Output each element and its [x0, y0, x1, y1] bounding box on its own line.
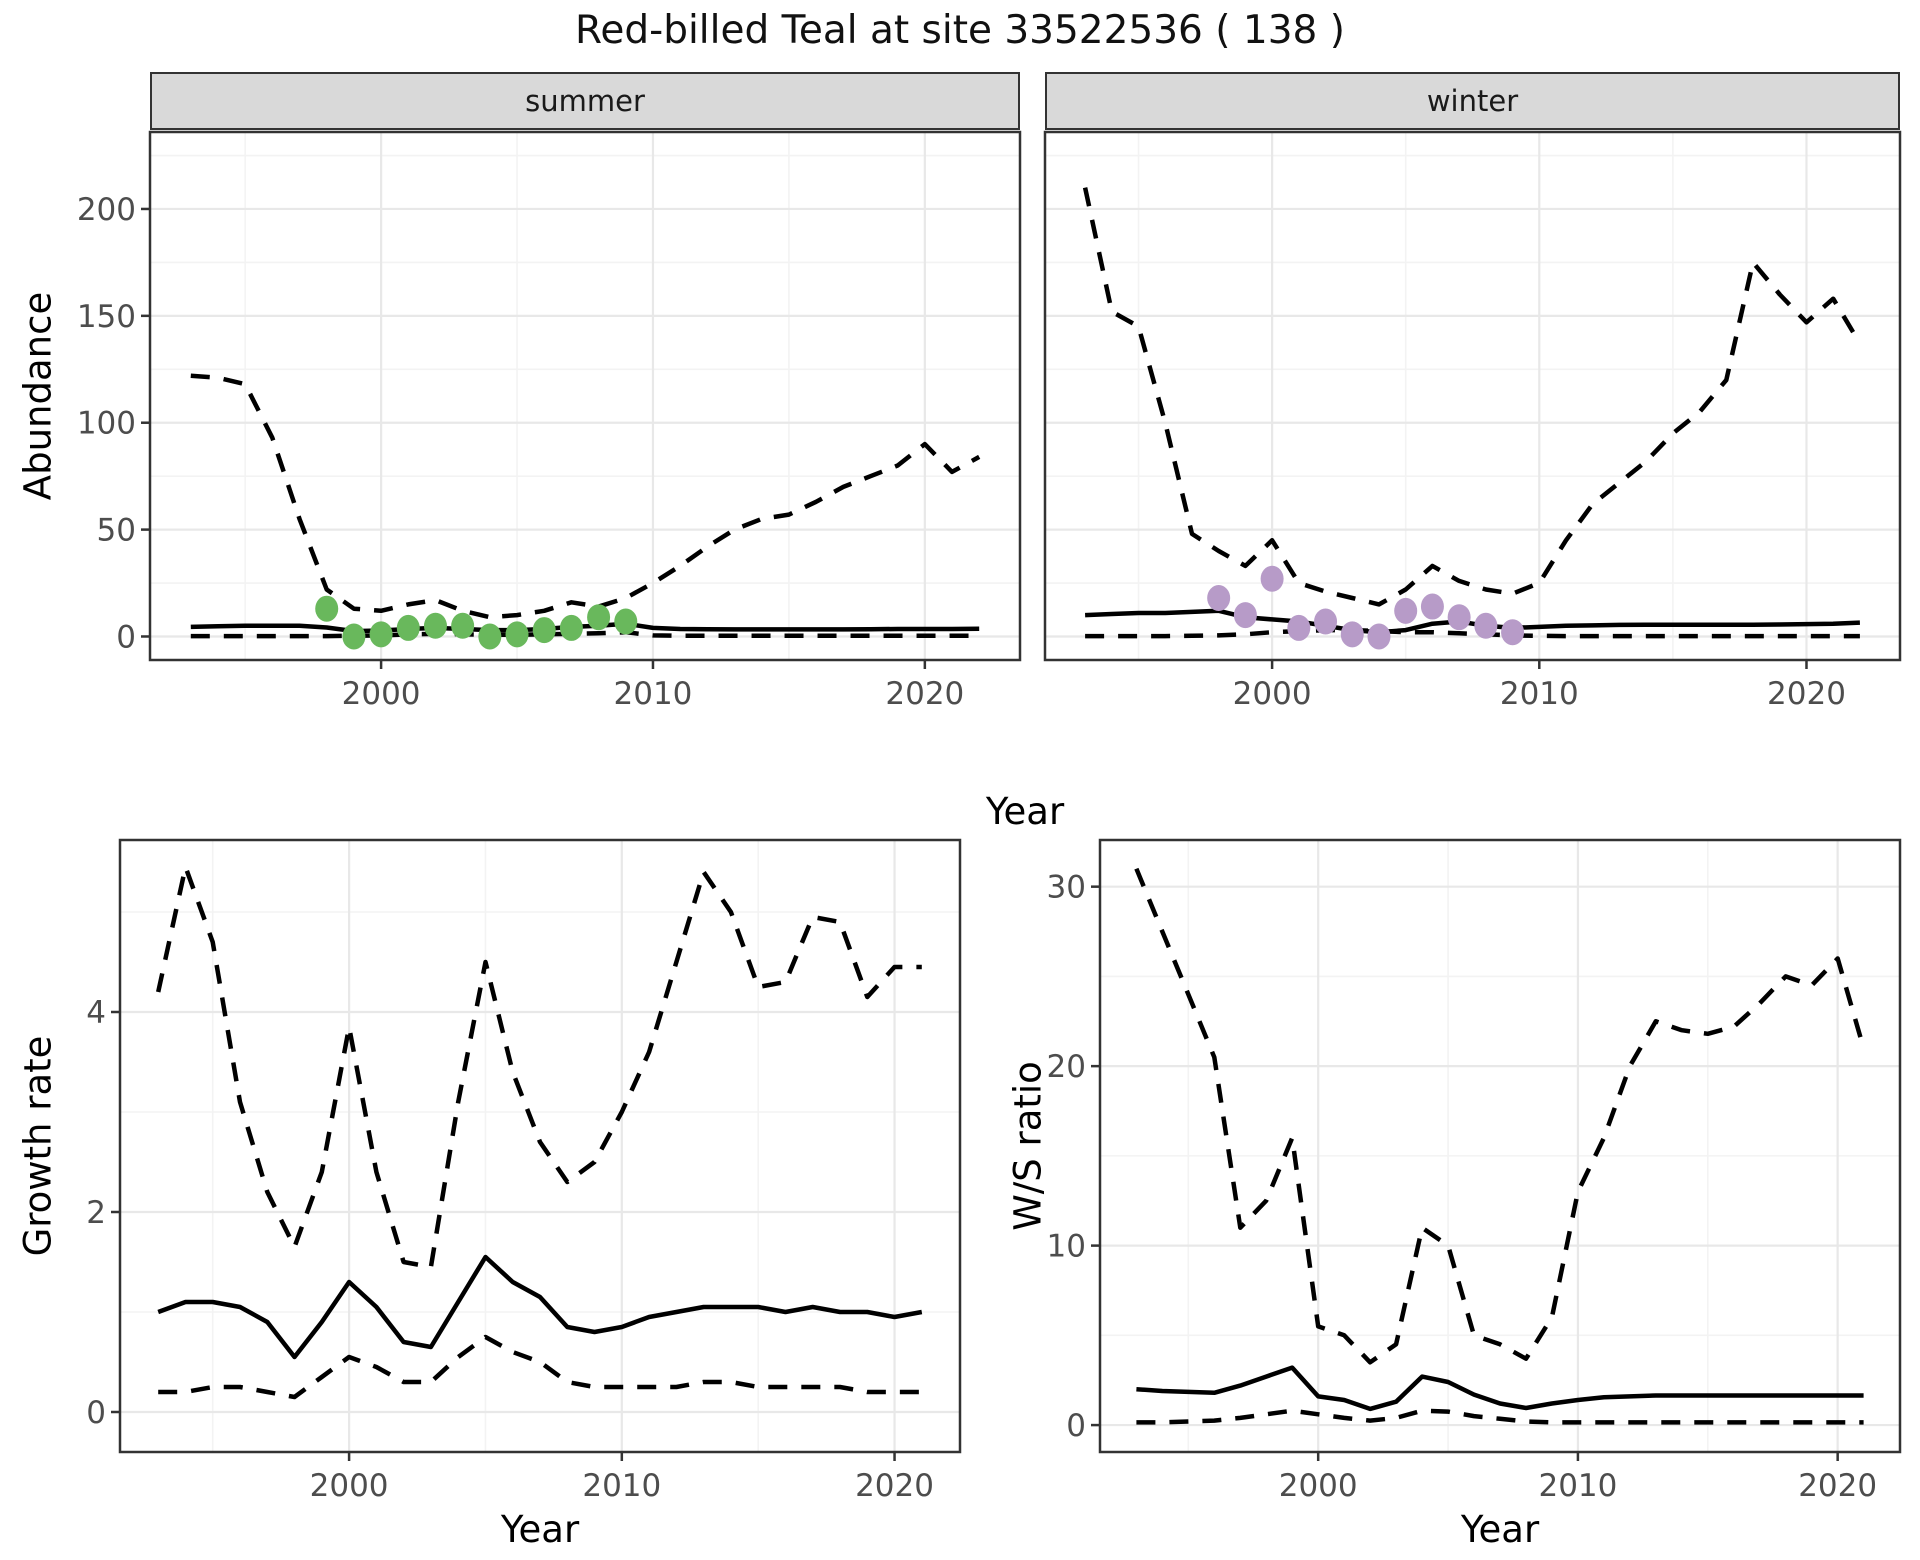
summer-y-tick-label: 100 [77, 406, 136, 442]
winter-point [1233, 602, 1257, 629]
facet-strip-winter: winter [1045, 72, 1900, 130]
summer-panel-border [148, 130, 1022, 662]
summer-point [478, 623, 502, 650]
ws-x-tick-label: 2000 [1279, 1468, 1358, 1504]
winter-series-lower-95ci [1085, 627, 1860, 639]
growth-y-tick-label: 2 [86, 1195, 106, 1231]
summer-series-median [190, 621, 980, 634]
summer-point [315, 595, 339, 622]
winter-series-median [1085, 608, 1860, 635]
summer-point [587, 604, 611, 631]
winter-point [1474, 612, 1498, 639]
summer-panel-bg [150, 132, 1020, 660]
winter-point [1501, 619, 1525, 646]
growth-y-tick-label: 4 [86, 995, 106, 1031]
y-axis-title-ws-ratio: W/S ratio [1006, 1061, 1050, 1231]
summer-x-tick-label: 2000 [342, 676, 421, 712]
summer-point [396, 614, 420, 641]
summer-x-tick-label: 2010 [614, 676, 693, 712]
winter-series-upper-95ci [1082, 187, 1862, 607]
growth-series-upper-95ci [156, 864, 922, 1270]
growth-panel-bg [120, 840, 960, 1452]
growth-panel-border [118, 838, 962, 1454]
growth-y-tick-label: 0 [86, 1395, 106, 1431]
ws-y-tick-label: 20 [1047, 1049, 1086, 1085]
winter-point [1207, 585, 1231, 612]
summer-y-tick-label: 0 [116, 619, 136, 655]
summer-point [505, 621, 529, 648]
growth-series-median [157, 1254, 923, 1360]
winter-point [1420, 593, 1444, 620]
ws-x-tick-label: 2010 [1538, 1468, 1617, 1504]
y-axis-title-growth-rate: Growth rate [16, 1035, 60, 1257]
ws-series-lower-95ci [1136, 1408, 1864, 1425]
summer-point [559, 614, 583, 641]
figure-title: Red-billed Teal at site 33522536 ( 138 ) [575, 8, 1345, 53]
summer-point [369, 621, 393, 648]
facet-strip-winter-label: winter [1426, 84, 1519, 118]
winter-x-tick-label: 2000 [1233, 676, 1312, 712]
facet-strip-summer: summer [150, 72, 1020, 130]
winter-point [1394, 597, 1418, 624]
summer-point [423, 612, 447, 639]
y-axis-title-abundance: Abundance [16, 291, 60, 501]
winter-point [1314, 608, 1338, 635]
summer-y-tick-label: 200 [77, 192, 136, 228]
growth-x-tick-label: 2010 [582, 1468, 661, 1504]
winter-x-tick-label: 2010 [1500, 676, 1579, 712]
x-axis-title-year-ws: Year [1460, 1508, 1540, 1551]
winter-panel-bg [1045, 132, 1900, 660]
summer-y-tick-label: 150 [77, 299, 136, 335]
summer-point [614, 608, 638, 635]
ws-y-tick-label: 10 [1047, 1229, 1086, 1265]
winter-x-tick-label: 2020 [1767, 676, 1846, 712]
summer-point [532, 617, 556, 644]
growth-x-tick-label: 2000 [310, 1468, 389, 1504]
ws-x-tick-label: 2020 [1798, 1468, 1877, 1504]
summer-point [342, 623, 366, 650]
ws-panel-bg [1100, 840, 1900, 1452]
ws-series-median [1136, 1365, 1864, 1412]
summer-x-tick-label: 2020 [885, 676, 964, 712]
winter-point [1260, 565, 1284, 592]
winter-point [1340, 621, 1364, 648]
ws-series-upper-95ci [1134, 867, 1866, 1365]
x-axis-title-year-top: Year [985, 790, 1065, 833]
winter-point [1367, 623, 1391, 650]
facet-strip-summer-label: summer [525, 84, 645, 118]
winter-panel-border [1043, 130, 1902, 662]
ws-panel-border [1098, 838, 1902, 1454]
ws-y-tick-label: 0 [1066, 1408, 1086, 1444]
summer-series-upper-95ci [190, 373, 981, 620]
summer-y-tick-label: 50 [97, 513, 136, 549]
growth-x-tick-label: 2020 [855, 1468, 934, 1504]
winter-point [1447, 604, 1471, 631]
x-axis-title-year-growth: Year [500, 1508, 580, 1551]
winter-point [1287, 614, 1311, 641]
ws-y-tick-label: 30 [1047, 870, 1086, 906]
summer-point [451, 612, 475, 639]
